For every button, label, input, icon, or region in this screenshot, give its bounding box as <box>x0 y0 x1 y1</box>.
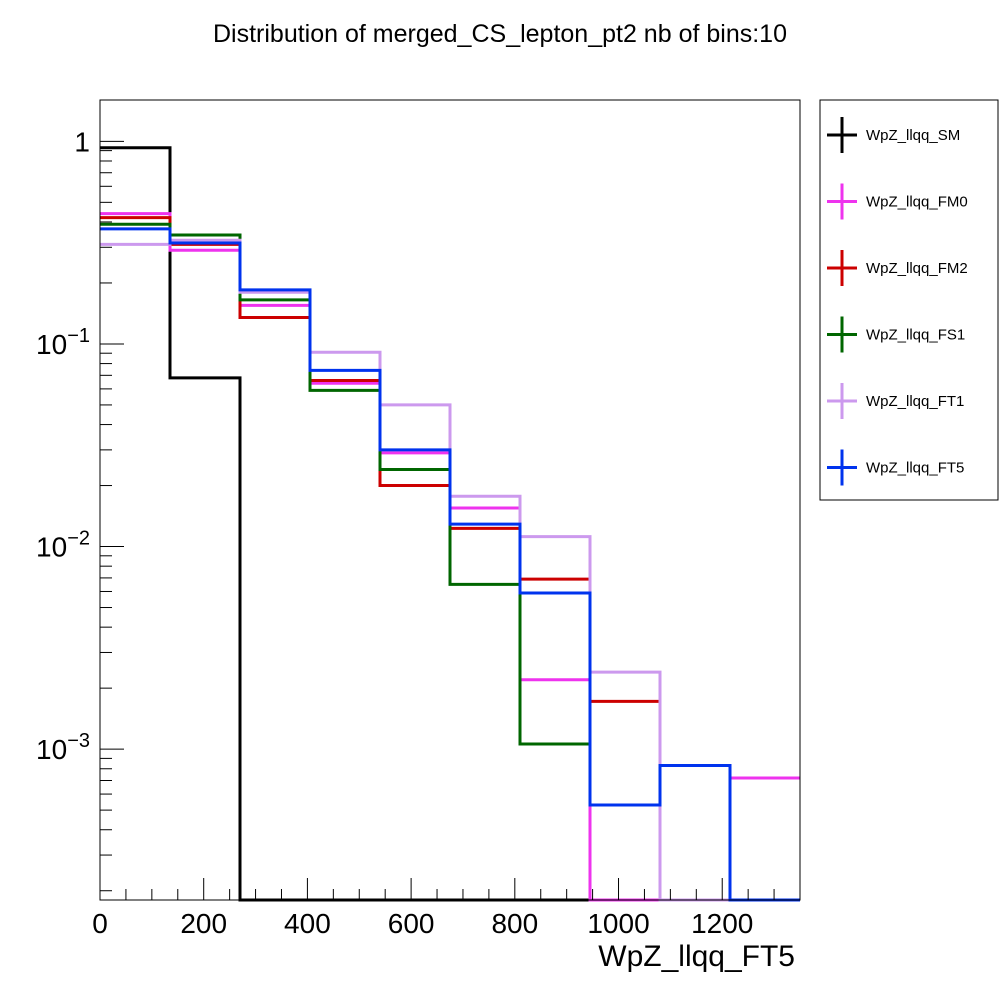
y-tick-label: 1 <box>74 126 90 157</box>
x-tick-label: 400 <box>284 908 331 939</box>
chart-title: Distribution of merged_CS_lepton_pt2 nb … <box>213 20 787 48</box>
series-WpZ_llqq_FT5 <box>100 227 800 902</box>
x-tick-label: 800 <box>491 908 538 939</box>
legend-item: WpZ_llqq_FS1 <box>827 316 965 353</box>
legend-item: WpZ_llqq_FT1 <box>827 383 964 419</box>
x-tick-label: 200 <box>180 908 227 939</box>
y-tick-label: 10−1 <box>36 325 90 360</box>
plot-frame <box>99 99 801 901</box>
legend-box <box>819 99 999 501</box>
series-WpZ_llqq_FS1 <box>100 222 800 902</box>
plot-area <box>100 146 800 902</box>
series-WpZ_llqq_FT1 <box>100 238 800 902</box>
legend-label: WpZ_llqq_FT1 <box>866 393 964 410</box>
legend-item: WpZ_llqq_SM <box>827 117 960 153</box>
y-tick-label: 10−2 <box>36 528 90 563</box>
legend-label: WpZ_llqq_FM0 <box>866 194 968 211</box>
legend-item: WpZ_llqq_FM2 <box>827 250 968 286</box>
legend-label: WpZ_llqq_FT5 <box>866 460 964 477</box>
axes: 0 200 400 600 800 1000 1200 10−3 10−2 10−1 1 <box>36 99 801 939</box>
legend: WpZ_llqq_SM WpZ_llqq_FM0 WpZ_llqq_FM2 WpZ_l… <box>819 99 999 501</box>
legend-label: WpZ_llqq_FM2 <box>866 260 968 277</box>
legend-label: WpZ_llqq_SM <box>866 127 960 144</box>
x-tick-label: 0 <box>92 908 108 939</box>
legend-label: WpZ_llqq_FS1 <box>866 327 965 344</box>
x-tick-label: 600 <box>388 908 435 939</box>
x-tick-label: 1200 <box>691 908 753 939</box>
legend-item: WpZ_llqq_FT5 <box>827 449 964 486</box>
x-axis-label: WpZ_llqq_FT5 <box>598 940 795 973</box>
y-tick-label: 10−3 <box>36 730 90 765</box>
legend-item: WpZ_llqq_FM0 <box>827 183 968 220</box>
x-tick-label: 1000 <box>587 908 649 939</box>
